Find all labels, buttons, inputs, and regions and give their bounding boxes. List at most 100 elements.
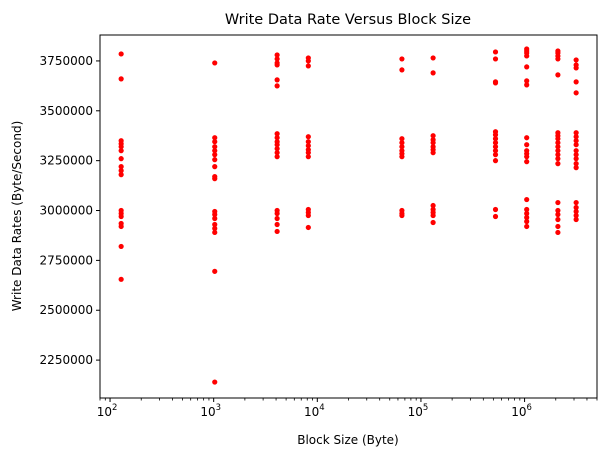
data-point [305, 58, 311, 64]
data-point [212, 152, 218, 158]
data-point [524, 82, 530, 88]
data-point [555, 144, 561, 150]
data-point [492, 80, 499, 86]
x-tick-label: 106 [511, 403, 532, 419]
data-point [430, 150, 436, 156]
data-point [573, 65, 579, 71]
data-point [305, 154, 311, 160]
data-point [212, 139, 218, 145]
data-point [555, 56, 561, 62]
data-point [305, 63, 311, 69]
data-point [118, 168, 124, 174]
data-point [399, 212, 405, 219]
data-point [573, 138, 579, 144]
data-point [573, 208, 579, 215]
data-point [555, 152, 561, 158]
data-point [212, 135, 218, 141]
x-tick-label: 103 [200, 403, 221, 419]
data-point [212, 379, 218, 385]
data-point [492, 56, 499, 62]
data-point [430, 212, 436, 219]
data-point [573, 142, 579, 148]
data-point [118, 213, 124, 220]
data-points [118, 46, 579, 385]
y-tick-label: 2750000 [40, 253, 93, 267]
data-point [118, 144, 124, 150]
data-point [573, 90, 579, 96]
data-point [430, 55, 436, 61]
data-point [274, 62, 280, 68]
y-tick-label: 2250000 [40, 353, 93, 367]
data-point [212, 164, 218, 170]
data-point [573, 130, 579, 136]
data-point [492, 148, 499, 154]
data-point [555, 72, 561, 78]
data-point [524, 223, 530, 230]
data-point [118, 223, 124, 230]
data-point [399, 56, 405, 62]
data-point [573, 161, 579, 167]
data-point [492, 206, 499, 213]
data-point [305, 212, 311, 219]
data-point [399, 144, 405, 150]
data-point [555, 207, 561, 214]
data-point [492, 144, 499, 150]
data-point [524, 206, 530, 213]
data-point [212, 225, 218, 232]
data-point [492, 132, 499, 138]
data-point [430, 140, 436, 146]
data-point [573, 79, 579, 85]
data-point [305, 139, 311, 145]
data-point [573, 204, 579, 211]
data-point [524, 142, 530, 148]
data-point [118, 164, 124, 170]
data-point [274, 150, 280, 156]
data-point [305, 134, 311, 140]
data-point [274, 135, 280, 141]
data-point [492, 49, 499, 55]
data-point [274, 56, 280, 62]
data-point [555, 223, 561, 230]
data-point [118, 148, 124, 154]
data-point [555, 211, 561, 218]
data-point [305, 143, 311, 149]
data-point [573, 148, 579, 154]
data-point [399, 154, 405, 160]
data-point [212, 215, 218, 222]
data-point [573, 165, 579, 171]
data-point [212, 229, 218, 236]
data-point [555, 148, 561, 154]
data-point [573, 212, 579, 219]
data-point [524, 196, 530, 203]
data-point [212, 148, 218, 154]
data-point [212, 144, 218, 150]
data-point [524, 154, 530, 160]
y-axis-ticks: 2250000 2500000 2750000 3000000 3250000 35000… [40, 54, 100, 367]
data-point [555, 161, 561, 167]
data-point [524, 214, 530, 221]
data-point [430, 133, 436, 139]
data-point [274, 215, 280, 222]
data-point [573, 134, 579, 140]
data-point [212, 176, 218, 182]
x-tick-label: 102 [97, 403, 118, 419]
data-point [118, 76, 124, 82]
data-point [524, 159, 530, 165]
data-point [399, 136, 405, 142]
data-point [555, 216, 561, 223]
data-point [305, 224, 311, 231]
y-axis-label: Write Data Rates (Byte/Second) [10, 121, 24, 312]
data-point [118, 276, 124, 282]
data-point [274, 146, 280, 152]
x-axis-ticks: 102 103 104 105 106 [97, 398, 598, 419]
data-point [274, 228, 280, 235]
data-point [524, 210, 530, 217]
data-point [430, 70, 436, 76]
plot-area-frame [99, 34, 598, 399]
data-point [118, 172, 124, 178]
data-point [492, 158, 499, 164]
data-point [274, 83, 280, 89]
data-point [492, 152, 499, 158]
